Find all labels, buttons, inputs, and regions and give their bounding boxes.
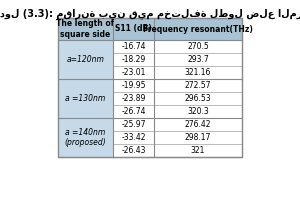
Text: a =130nm: a =130nm: [65, 94, 106, 103]
Text: -25.97: -25.97: [121, 120, 146, 129]
Text: 298.17: 298.17: [185, 133, 211, 142]
Bar: [154, 118, 242, 131]
Bar: [113, 92, 154, 105]
Bar: [113, 144, 154, 157]
Bar: [154, 131, 242, 144]
Text: -16.74: -16.74: [121, 42, 146, 51]
Text: -19.95: -19.95: [121, 81, 146, 90]
Text: 270.5: 270.5: [187, 42, 209, 51]
Bar: [113, 105, 154, 118]
Text: -23.01: -23.01: [121, 68, 146, 77]
Bar: [154, 92, 242, 105]
Bar: [154, 53, 242, 66]
Text: Frequency resonant(THz): Frequency resonant(THz): [143, 24, 253, 33]
Text: 321: 321: [191, 146, 205, 155]
Text: 296.53: 296.53: [184, 94, 211, 103]
Text: -18.29: -18.29: [121, 55, 146, 64]
Bar: [58, 79, 113, 118]
Bar: [58, 118, 113, 157]
Text: -33.42: -33.42: [121, 133, 146, 142]
Text: 272.57: 272.57: [185, 81, 211, 90]
Text: a=120nm: a=120nm: [67, 55, 104, 64]
Bar: [113, 118, 154, 131]
Bar: [58, 18, 242, 157]
Bar: [113, 53, 154, 66]
Bar: [154, 144, 242, 157]
Text: 276.42: 276.42: [185, 120, 211, 129]
Bar: [154, 105, 242, 118]
Text: -23.89: -23.89: [121, 94, 146, 103]
Text: 321.16: 321.16: [185, 68, 211, 77]
Text: a =140nm
(proposed): a =140nm (proposed): [64, 128, 106, 147]
Text: -26.43: -26.43: [121, 146, 146, 155]
Text: 293.7: 293.7: [187, 55, 209, 64]
Bar: [58, 18, 242, 40]
Bar: [113, 40, 154, 53]
Text: -26.74: -26.74: [121, 107, 146, 116]
Bar: [154, 66, 242, 79]
Text: الجدول (3.3): مقارنة بين قيم مختلفة لطول ضلع المربع: الجدول (3.3): مقارنة بين قيم مختلفة لطول…: [0, 8, 300, 19]
Bar: [113, 131, 154, 144]
Bar: [154, 40, 242, 53]
Bar: [113, 66, 154, 79]
Text: 320.3: 320.3: [187, 107, 209, 116]
Bar: [154, 79, 242, 92]
Bar: [58, 40, 113, 79]
Text: The length of
square side: The length of square side: [56, 19, 115, 39]
Text: S11 (dB): S11 (dB): [115, 24, 152, 33]
Bar: [113, 79, 154, 92]
